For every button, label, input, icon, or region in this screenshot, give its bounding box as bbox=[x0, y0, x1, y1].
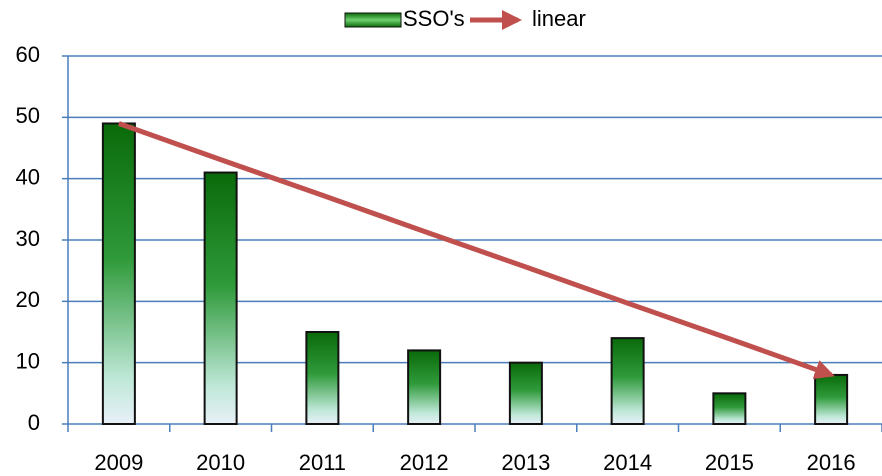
x-tick-label: 2014 bbox=[603, 450, 652, 475]
bar bbox=[814, 373, 849, 425]
y-tick-label: 0 bbox=[28, 410, 40, 435]
legend-swatch bbox=[344, 12, 402, 28]
bar bbox=[610, 337, 645, 425]
bar bbox=[203, 171, 238, 425]
x-tick-label: 2013 bbox=[501, 450, 550, 475]
x-tick-label: 2009 bbox=[94, 450, 143, 475]
x-tick-label: 2011 bbox=[299, 450, 346, 475]
bar bbox=[712, 392, 747, 426]
legend-label: linear bbox=[532, 6, 586, 31]
x-tick-label: 2015 bbox=[705, 450, 754, 475]
x-tick-label: 2010 bbox=[196, 450, 245, 475]
y-tick-label: 40 bbox=[16, 164, 40, 189]
bar bbox=[101, 122, 136, 425]
bar bbox=[508, 361, 543, 425]
bar bbox=[407, 349, 442, 425]
x-tick-label: 2012 bbox=[400, 450, 449, 475]
bar bbox=[305, 331, 340, 425]
y-tick-label: 50 bbox=[16, 103, 40, 128]
y-tick-label: 60 bbox=[16, 42, 40, 67]
y-tick-label: 20 bbox=[16, 287, 40, 312]
legend-label: SSO's bbox=[403, 6, 465, 31]
y-tick-label: 10 bbox=[16, 348, 40, 373]
y-tick-label: 30 bbox=[16, 226, 40, 251]
x-tick-label: 2016 bbox=[807, 450, 856, 475]
trend-line bbox=[118, 121, 835, 379]
